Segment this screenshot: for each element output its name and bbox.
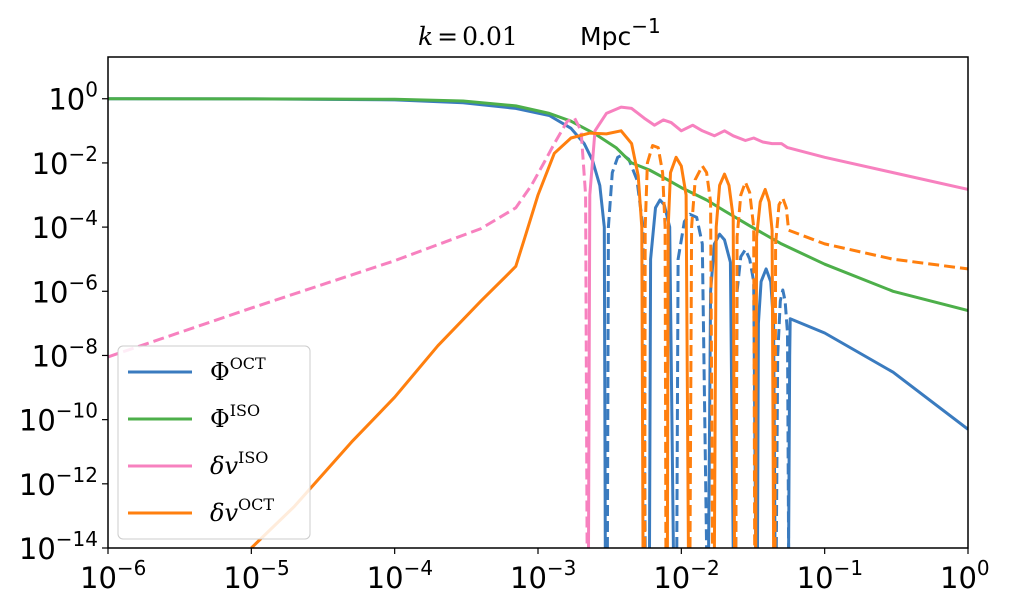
- series-line-segment: [754, 187, 776, 548]
- series-line-segment: [774, 288, 791, 548]
- x-tick-label: 10−5: [223, 556, 289, 595]
- y-tick-label: 10−4: [32, 206, 98, 245]
- title-unit: Mpc−1: [580, 14, 661, 51]
- legend-label: δvISO: [210, 448, 268, 480]
- series-layer: [108, 97, 968, 548]
- chart-title: k = 0.01 Mpc−1: [418, 14, 661, 51]
- y-axis: 100 10−2 10−4 10−6 10−8 10−10 10−12 10−14: [19, 78, 108, 566]
- series-line-segment: [773, 196, 968, 548]
- x-axis: 10−6 10−5 10−4 10−3 10−2 10−1 100: [80, 548, 990, 595]
- series-line-segment: [707, 232, 735, 548]
- y-tick-label: 100: [48, 78, 98, 117]
- series-line-segment: [250, 129, 645, 548]
- series-line-segment: [734, 248, 758, 548]
- legend-box: [117, 345, 311, 540]
- series-line-segment: [688, 164, 714, 548]
- legend-label: δvOCT: [210, 495, 274, 527]
- series-line-segment: [734, 180, 757, 548]
- series-x-oct: [108, 97, 968, 548]
- y-tick-label: 10−14: [19, 527, 98, 566]
- legend: ΦOCT ΦISO δvISO δvOCT: [117, 345, 311, 540]
- series-line-segment: [665, 155, 690, 548]
- legend-label: ΦOCT: [210, 354, 266, 386]
- x-tick-label: 10−6: [80, 556, 146, 595]
- series-line-segment: [675, 212, 709, 548]
- x-tick-label: 10−3: [510, 556, 576, 595]
- title-main: k = 0.01: [418, 22, 518, 51]
- x-tick-label: 100: [940, 556, 990, 595]
- series-line-segment: [643, 144, 668, 548]
- series-line-segment: [587, 105, 968, 548]
- series-x-iso: [108, 97, 968, 313]
- series-line-segment: [787, 317, 968, 548]
- y-tick-label: 10−6: [32, 270, 98, 309]
- y-tick-label: 10−2: [32, 142, 98, 181]
- series-line-segment: [108, 116, 589, 548]
- x-tick-label: 10−1: [797, 556, 863, 595]
- legend-label: ΦISO: [210, 401, 260, 433]
- series-xv-oct: [250, 129, 968, 548]
- x-tick-label: 10−2: [653, 556, 719, 595]
- y-tick-label: 10−10: [19, 399, 98, 438]
- x-tick-label: 10−4: [367, 556, 433, 595]
- series-xv-iso: [108, 105, 968, 548]
- series-line-segment: [712, 172, 736, 548]
- series-line-segment: [648, 198, 675, 548]
- series-line-segment: [108, 97, 968, 313]
- y-tick-label: 10−8: [32, 334, 98, 373]
- y-tick-label: 10−12: [19, 463, 98, 502]
